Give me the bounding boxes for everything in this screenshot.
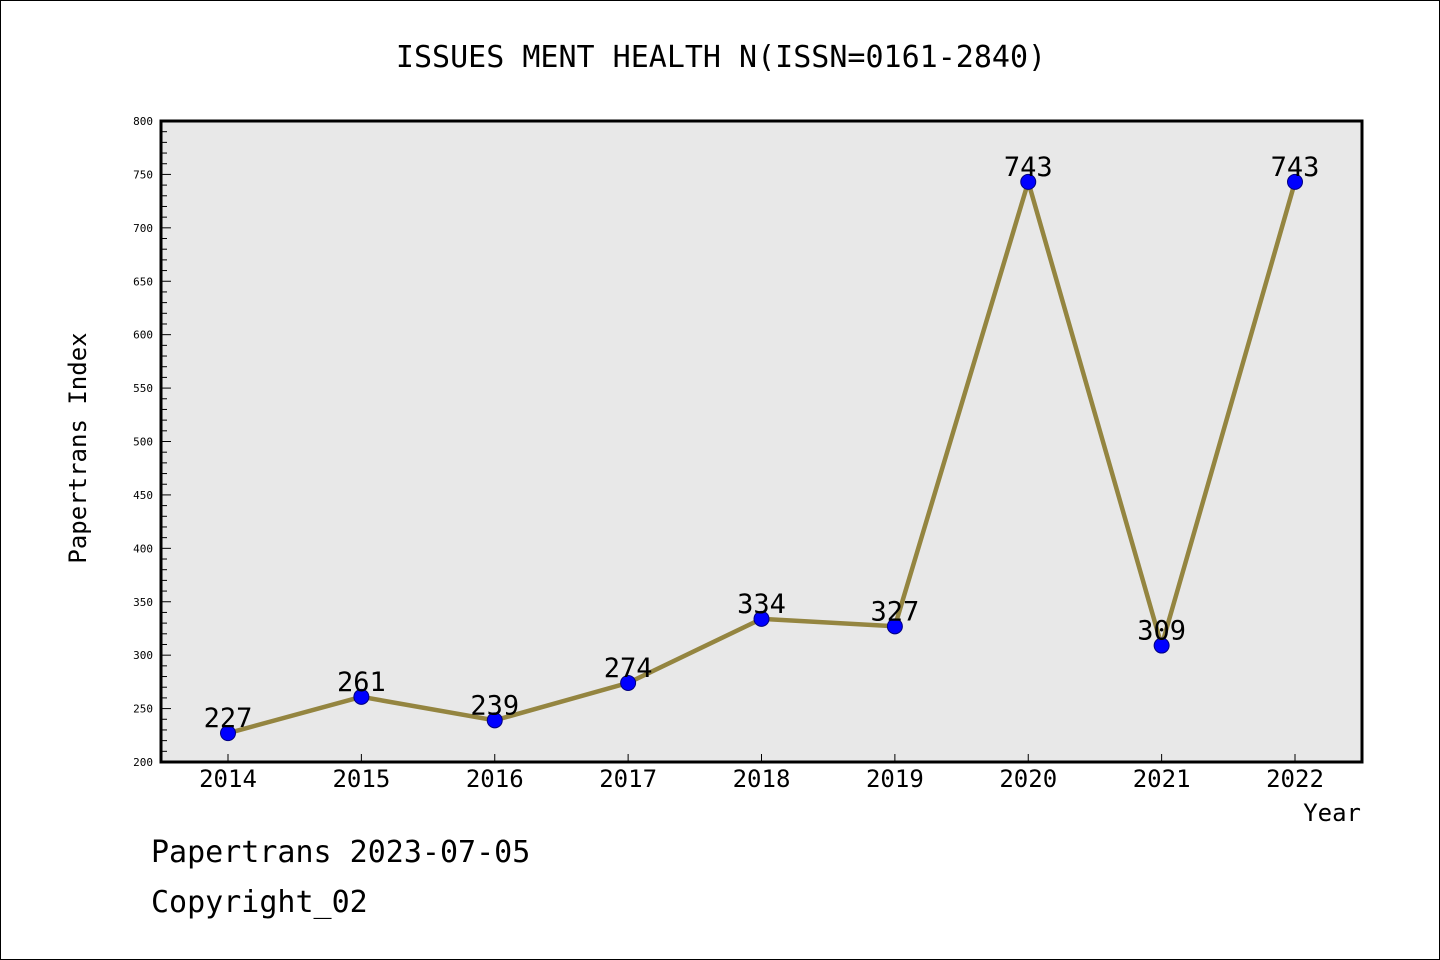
chart-title: ISSUES MENT HEALTH N(ISSN=0161-2840)	[396, 40, 1046, 75]
x-tick-label: 2014	[199, 765, 257, 793]
y-tick-label: 350	[133, 596, 153, 609]
data-point	[886, 618, 903, 635]
y-tick-label: 400	[133, 542, 153, 555]
y-tick-label: 300	[133, 649, 153, 662]
y-tick-label: 200	[133, 756, 153, 769]
data-point	[1153, 637, 1170, 654]
y-tick-label: 800	[133, 115, 153, 128]
data-label: 334	[737, 589, 786, 620]
data-point	[1287, 173, 1303, 190]
data-label: 227	[204, 703, 253, 734]
x-tick-label: 2022	[1266, 765, 1324, 793]
y-tick-label: 550	[133, 382, 153, 395]
y-tick-label: 500	[133, 436, 153, 449]
data-point	[486, 712, 503, 729]
x-tick-label: 2016	[466, 765, 524, 793]
x-tick-label: 2018	[733, 765, 791, 793]
x-tick-label: 2020	[999, 765, 1057, 793]
plot-border	[159, 119, 1364, 764]
y-tick-label: 450	[133, 489, 153, 502]
y-tick-label: 250	[133, 703, 153, 716]
data-label: 239	[470, 690, 519, 721]
y-tick-label: 650	[133, 275, 153, 288]
y-axis-label: Papertrans Index	[64, 332, 92, 563]
footer-date-text: Papertrans 2023-07-05	[151, 835, 531, 870]
data-label: 261	[337, 667, 386, 698]
y-tick-label: 600	[133, 329, 153, 342]
data-point	[1020, 173, 1037, 190]
footer-copyright-text: Copyright_02	[151, 885, 368, 920]
y-tick-label: 750	[133, 168, 153, 181]
data-point	[620, 674, 637, 691]
data-label: 743	[1271, 152, 1320, 183]
data-label: 309	[1137, 616, 1186, 647]
data-label: 327	[870, 596, 919, 627]
data-label: 743	[1004, 152, 1053, 183]
x-tick-label: 2019	[866, 765, 924, 793]
plot-background	[161, 121, 1362, 762]
data-point	[220, 725, 236, 742]
x-tick-label: 2015	[332, 765, 390, 793]
data-point	[353, 688, 370, 705]
data-point	[753, 610, 770, 627]
x-axis-label: Year	[1303, 799, 1361, 827]
x-tick-label: 2017	[599, 765, 657, 793]
data-label: 274	[604, 653, 653, 684]
x-tick-label: 2021	[1133, 765, 1191, 793]
y-tick-label: 700	[133, 222, 153, 235]
